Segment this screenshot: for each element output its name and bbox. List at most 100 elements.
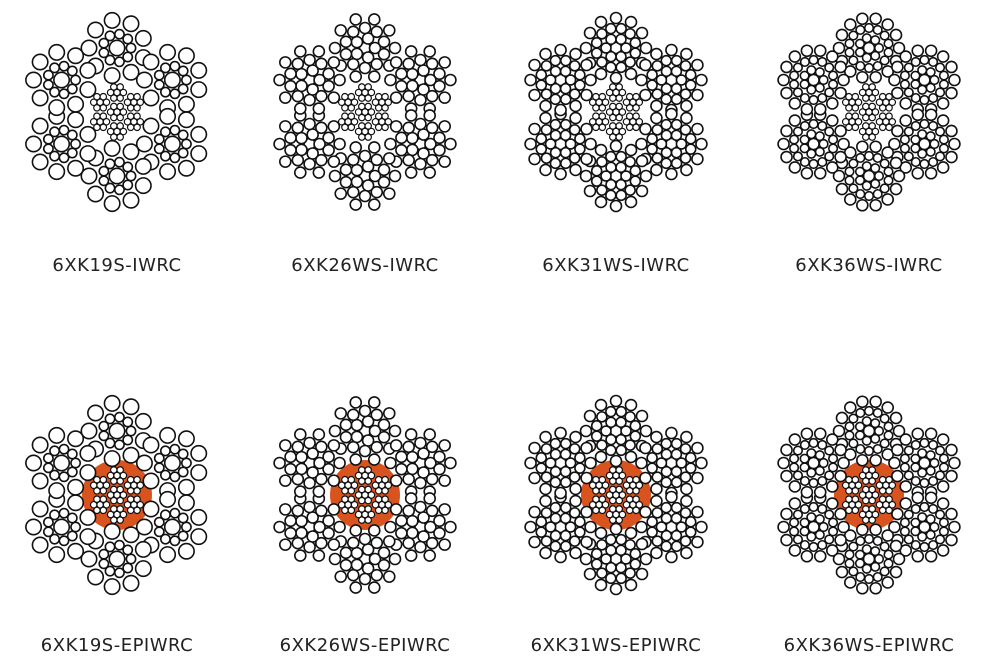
wire — [291, 440, 305, 454]
wire — [31, 117, 49, 135]
wire — [848, 158, 859, 169]
wire — [624, 450, 638, 464]
wire — [911, 491, 925, 505]
wire — [291, 121, 305, 135]
wire — [919, 118, 930, 130]
wire — [367, 524, 381, 537]
wire — [848, 183, 859, 194]
core-wire — [868, 122, 877, 130]
core-wire — [119, 108, 128, 116]
wire — [938, 453, 949, 464]
strand — [579, 522, 653, 596]
wire — [899, 114, 913, 127]
wire — [635, 567, 649, 581]
wire — [879, 30, 890, 41]
wire — [869, 70, 882, 84]
wire — [67, 95, 85, 113]
wire — [910, 503, 921, 515]
wire — [279, 120, 292, 133]
wire — [594, 578, 608, 592]
wire — [98, 47, 110, 59]
wire — [777, 137, 790, 151]
wire — [49, 509, 61, 521]
core-wire — [110, 496, 118, 505]
wire — [295, 462, 308, 476]
wire — [825, 544, 839, 557]
wire — [934, 126, 946, 137]
wire — [122, 574, 140, 592]
wire — [134, 157, 152, 175]
core-strand — [106, 505, 128, 524]
wire — [153, 143, 165, 155]
wire — [535, 452, 548, 464]
core-wire — [632, 103, 640, 112]
wire — [834, 443, 847, 457]
wire — [899, 70, 910, 81]
core-strand — [605, 83, 627, 102]
core-wire — [598, 475, 607, 484]
wire — [433, 67, 446, 81]
wire — [945, 443, 958, 457]
wire — [824, 470, 835, 481]
core-wire — [622, 117, 631, 126]
wire — [938, 79, 949, 90]
wire — [358, 189, 372, 203]
wire — [615, 22, 627, 35]
wire — [883, 38, 894, 49]
wire — [660, 118, 673, 131]
wire — [377, 546, 391, 560]
wire — [58, 60, 70, 72]
wire — [680, 163, 693, 177]
core-strand — [371, 475, 393, 495]
core-wire — [858, 510, 867, 519]
core-wire — [133, 112, 141, 121]
wire — [295, 526, 308, 540]
wire — [358, 21, 372, 35]
core-strand — [858, 83, 880, 102]
core-wire — [374, 92, 383, 101]
wire — [49, 62, 61, 74]
core-wire — [871, 108, 880, 116]
core-wire — [126, 123, 135, 132]
core-wire — [845, 486, 853, 495]
wire — [792, 470, 804, 481]
wire — [844, 47, 855, 58]
wire — [856, 581, 869, 595]
wire — [792, 509, 804, 520]
wire — [31, 536, 49, 554]
core-wire — [625, 495, 634, 504]
wire — [180, 74, 192, 86]
core-wire — [367, 471, 376, 480]
wire — [945, 86, 958, 100]
wire — [799, 143, 810, 154]
wire — [639, 471, 652, 485]
wire — [879, 413, 890, 424]
strand — [80, 394, 152, 468]
core-wire — [367, 127, 376, 136]
wire — [279, 538, 292, 551]
wire — [651, 471, 664, 483]
wire — [777, 456, 790, 470]
wire — [825, 161, 839, 174]
core-wire — [367, 491, 376, 499]
core-wire — [615, 496, 624, 505]
wire — [303, 93, 316, 107]
wire — [925, 146, 936, 157]
wire — [113, 184, 125, 196]
wire — [122, 63, 140, 81]
core-wire — [592, 103, 600, 112]
wire — [855, 188, 866, 200]
wire — [929, 457, 940, 469]
wire — [670, 54, 683, 67]
core-wire — [868, 466, 877, 474]
wire — [624, 398, 638, 412]
wire — [80, 422, 98, 440]
core-wire — [119, 491, 128, 499]
wire — [948, 520, 961, 534]
wire — [861, 544, 872, 555]
wire — [425, 121, 439, 135]
core-wire — [110, 485, 118, 494]
wire — [79, 125, 97, 143]
core-wire — [116, 485, 125, 494]
wire — [346, 408, 360, 422]
